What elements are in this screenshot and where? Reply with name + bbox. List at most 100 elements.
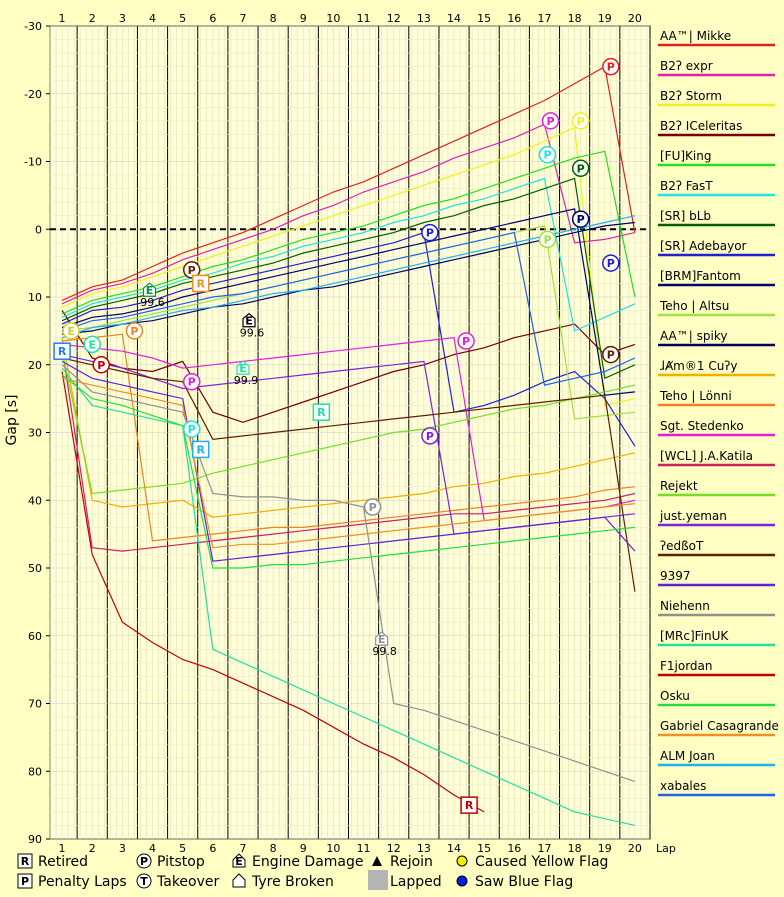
legend-symbol-house	[232, 853, 246, 868]
y-tick-label: 40	[28, 494, 42, 507]
legend-entry-label: B2ʔ Storm	[660, 89, 722, 103]
legend-entry-label: Teho | Lönni	[659, 389, 732, 403]
pitstop-marker: P	[607, 257, 615, 270]
legend-entry-label: just.yeman	[659, 509, 727, 523]
pitstop-marker-circle	[571, 159, 590, 178]
retired-marker: R	[197, 277, 206, 290]
y-tick-label: 50	[28, 562, 42, 575]
pitstop-marker: P	[97, 359, 105, 372]
series-line	[61, 364, 636, 782]
retired-marker: R	[58, 345, 67, 358]
pitstop-marker-circle	[125, 322, 144, 340]
y-tick-label: 60	[28, 630, 42, 643]
event-legend-label: Tyre Broken	[251, 874, 334, 890]
pitstop-marker-circle	[363, 498, 382, 516]
event-legend-label: Pitstop	[157, 854, 205, 870]
y-tick-label: 30	[28, 427, 42, 440]
x-tick-label-top: 2	[89, 12, 96, 25]
series-line	[61, 347, 636, 552]
x-tick-label: 8	[270, 842, 277, 855]
series-line	[61, 177, 636, 380]
legend-entry-label: B2ʔ FasT	[660, 179, 713, 193]
x-tick-label: 1	[59, 842, 66, 855]
legend-symbol-letter: P	[21, 875, 29, 888]
pitstop-marker: P	[426, 430, 434, 443]
pitstop-marker: P	[543, 149, 551, 162]
legend-entry-label: [SR] bLb	[660, 209, 711, 223]
legend-entry-label: AA™| Mikke	[660, 29, 731, 43]
series-line	[61, 351, 636, 495]
legend-symbol-letter: T	[140, 875, 148, 888]
pitstop-marker-circle	[421, 223, 439, 242]
legend-entry-label: AA™| spiky	[660, 329, 727, 343]
legend-entry-label: ALM Joan	[660, 749, 715, 763]
pitstop-marker: P	[369, 501, 377, 514]
y-tick-label: -10	[24, 156, 42, 169]
series-line	[61, 377, 635, 549]
x-tick-label-top: 20	[628, 12, 642, 25]
axes: 1122334455667788991010111112121313141415…	[24, 12, 642, 855]
legend-entry-label: F1jordan	[660, 659, 713, 673]
legend-entry-label: ɺ﻿Ⱥm®1 Cuʔy	[660, 359, 738, 373]
x-tick-label: 5	[179, 842, 186, 855]
y-tick-label: 10	[28, 291, 42, 304]
event-legend-label: Caused Yellow Flag	[475, 854, 608, 870]
retired-marker: R	[465, 799, 474, 812]
x-tick-label-top: 19	[598, 12, 612, 25]
pitstop-marker: P	[577, 115, 585, 128]
x-tick-label: 17	[537, 842, 551, 855]
legend-entry-label: [WCL] J.A.Katila	[660, 449, 753, 463]
legend: AA™| Mikke B2ʔ expr B2ʔ Storm B2ʔ ICelerita…	[658, 29, 779, 797]
pitstop-marker-circle	[62, 322, 80, 340]
legend-entry-label: Teho | Altsu	[659, 299, 729, 313]
pitstop-marker-circle	[538, 230, 557, 249]
series-line	[61, 231, 636, 386]
pitstop-marker-circle	[182, 420, 201, 438]
series-line	[61, 310, 636, 423]
series-line	[61, 123, 636, 305]
x-tick-label: 16	[507, 842, 521, 855]
legend-entry-label: Rejekt	[660, 479, 698, 493]
engine-damage-letter: E	[146, 284, 154, 297]
engine-damage-letter: E	[245, 315, 253, 328]
x-tick-label-top: 9	[300, 12, 307, 25]
retired-marker-box	[192, 274, 210, 293]
event-legend-label: Lapped	[390, 874, 442, 890]
legend-entry-label: Osku	[660, 689, 690, 703]
engine-damage-label: 99.8	[372, 645, 397, 658]
retired-marker-box	[192, 440, 210, 459]
legend-symbol-box	[17, 853, 33, 869]
pitstop-marker: P	[546, 115, 554, 128]
pitstop-marker: P	[543, 233, 551, 246]
y-tick-label: 80	[28, 765, 42, 778]
retired-marker: R	[197, 443, 206, 456]
event-legend-label: Retired	[38, 854, 88, 870]
x-tick-label-top: 8	[270, 12, 277, 25]
legend-symbol-circle	[136, 873, 152, 889]
y-tick-label: -20	[24, 88, 42, 101]
pitstop-marker: P	[607, 61, 615, 74]
x-tick-label: 19	[598, 842, 612, 855]
retired-marker: R	[317, 406, 326, 419]
engine-damage-icon	[142, 282, 157, 297]
x-tick-label: 10	[326, 842, 340, 855]
series-line	[61, 231, 636, 447]
x-tick-label-top: 4	[149, 12, 156, 25]
legend-symbol-letter: P	[140, 855, 148, 868]
series-line	[61, 371, 485, 813]
x-tick-label-top: 14	[447, 12, 461, 25]
legend-entry-label: [BRM]Fantom	[660, 269, 741, 283]
legend-symbol-letter: E	[235, 855, 243, 868]
event-legend-label: Rejoin	[390, 854, 433, 870]
legend-entry-label: Gabriel Casagrande	[660, 719, 779, 733]
x-tick-label: 12	[387, 842, 401, 855]
x-tick-label-top: 10	[326, 12, 340, 25]
pitstop-marker-circle	[92, 356, 111, 374]
event-legend-label: Penalty Laps	[38, 874, 127, 890]
legend-symbol-house	[232, 873, 246, 888]
event-legend-label: Engine Damage	[252, 854, 364, 870]
legend-symbol-circle	[136, 853, 152, 869]
series-line	[62, 333, 635, 542]
pitstop-marker-circle	[602, 254, 620, 272]
retired-marker-box	[53, 342, 71, 360]
